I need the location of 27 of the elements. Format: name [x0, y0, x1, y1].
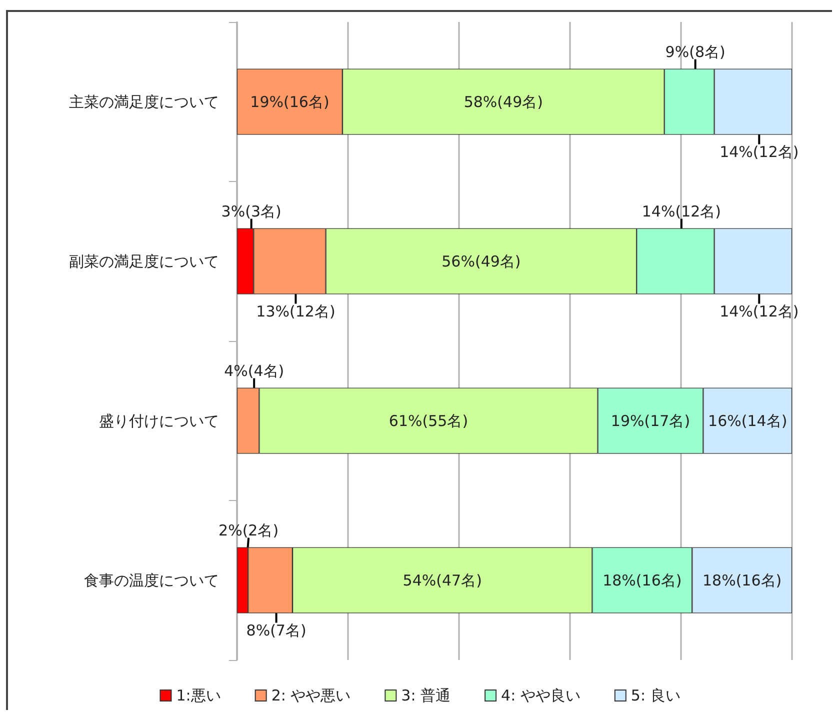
data-label: 14%(12名): [642, 202, 722, 220]
y-tick-label: 副菜の満足度について: [69, 252, 219, 270]
data-label: 3%(3名): [221, 202, 282, 220]
data-label: 19%(17名): [610, 412, 690, 430]
data-label: 4%(4名): [224, 362, 284, 380]
data-label: 14%(12名): [720, 142, 799, 161]
data-label: 2%(2名): [218, 521, 279, 540]
y-tick-label: 盛り付けについて: [99, 412, 219, 430]
legend-label: 2: やや悪い: [271, 686, 351, 704]
legend-label: 1:悪い: [176, 686, 221, 704]
y-tick-label: 食事の温度について: [84, 571, 219, 590]
data-label: 16%(14名): [708, 412, 788, 430]
data-label: 58%(49名): [464, 92, 543, 111]
y-tick-label: 主菜の満足度について: [69, 92, 219, 111]
data-label: 13%(12名): [256, 302, 336, 320]
data-label: 18%(16名): [702, 571, 782, 590]
legend-label: 4: やや良い: [501, 686, 580, 704]
data-label: 8%(7名): [246, 621, 306, 640]
data-label: 9%(8名): [665, 42, 726, 61]
legend-label: 3: 普通: [401, 686, 451, 704]
data-label: 18%(16名): [602, 571, 682, 590]
data-label: 54%(47名): [402, 571, 482, 590]
data-label: 56%(49名): [442, 252, 521, 270]
legend-label: 5: 良い: [630, 686, 680, 704]
data-label: 19%(16名): [250, 92, 330, 111]
data-label: 61%(55名): [388, 412, 468, 430]
data-label: 14%(12名): [720, 302, 799, 320]
